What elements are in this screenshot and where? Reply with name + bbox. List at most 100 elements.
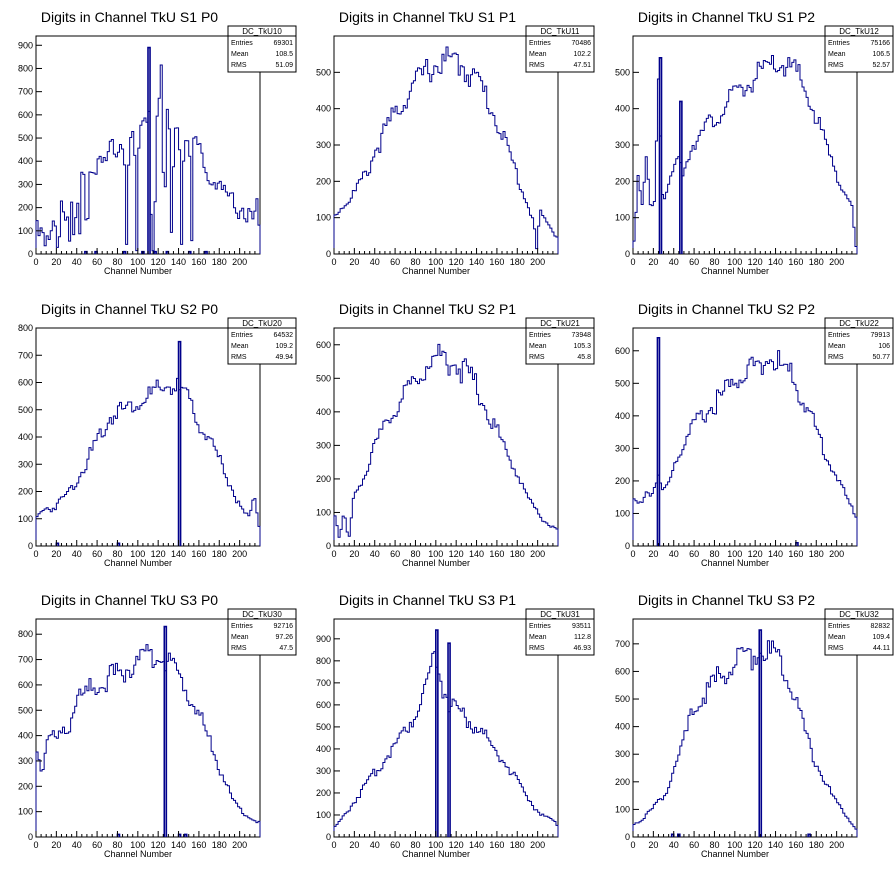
stats-mean-value: 109.4 xyxy=(872,634,890,641)
y-tick-label: 100 xyxy=(316,213,331,223)
y-tick-label: 500 xyxy=(316,722,331,732)
y-tick-label: 300 xyxy=(316,766,331,776)
x-tick-label: 200 xyxy=(530,840,545,850)
y-tick-label: 600 xyxy=(18,378,33,388)
stats-rms-value: 44.11 xyxy=(873,645,890,652)
x-tick-label: 140 xyxy=(768,840,783,850)
y-tick-label: 0 xyxy=(326,249,331,259)
stats-rms-value: 46.93 xyxy=(573,645,591,652)
y-tick-label: 100 xyxy=(316,507,331,517)
stats-rms-value: 47.51 xyxy=(573,62,591,69)
x-axis-label: Channel Number xyxy=(701,558,769,568)
stats-mean-value: 112.8 xyxy=(574,634,591,641)
histogram-spike xyxy=(658,57,663,254)
histogram-pad-8: Digits in Channel TkU S3 P1 0 20 40 60 80 100 1… xyxy=(316,592,595,859)
x-tick-label: 180 xyxy=(510,257,525,267)
stats-name: DC_TkU12 xyxy=(839,27,879,36)
x-tick-label: 200 xyxy=(232,257,247,267)
x-tick-label: 20 xyxy=(349,840,359,850)
x-tick-label: 80 xyxy=(112,549,122,559)
stats-rms-label: RMS xyxy=(529,354,545,361)
stats-mean-label: Mean xyxy=(828,634,846,641)
stats-mean-value: 97.26 xyxy=(275,634,293,641)
chart-title: Digits in Channel TkU S1 P0 xyxy=(41,9,218,25)
x-tick-label: 140 xyxy=(469,549,484,559)
chart-title: Digits in Channel TkU S1 P1 xyxy=(339,9,516,25)
stats-mean-label: Mean xyxy=(828,343,846,350)
y-tick-label: 500 xyxy=(18,705,33,715)
x-tick-label: 200 xyxy=(829,549,844,559)
x-tick-label: 100 xyxy=(727,840,742,850)
x-tick-label: 160 xyxy=(191,840,206,850)
x-tick-label: 180 xyxy=(809,257,824,267)
stats-name: DC_TkU20 xyxy=(242,319,282,328)
x-tick-label: 0 xyxy=(33,840,38,850)
x-tick-label: 200 xyxy=(829,257,844,267)
x-tick-label: 80 xyxy=(112,257,122,267)
histogram-pad-4: Digits in Channel TkU S2 P0 0 20 40 60 80 100 1… xyxy=(18,301,297,568)
stats-mean-label: Mean xyxy=(529,634,547,641)
plot-frame xyxy=(35,618,261,838)
stats-entries-value: 69301 xyxy=(274,40,294,47)
stats-rms-label: RMS xyxy=(231,354,247,361)
y-tick-label: 600 xyxy=(316,340,331,350)
x-tick-label: 120 xyxy=(748,549,763,559)
stats-entries-value: 82832 xyxy=(871,623,891,630)
y-tick-label: 200 xyxy=(18,203,33,213)
x-tick-label: 40 xyxy=(669,840,679,850)
y-tick-label: 500 xyxy=(18,133,33,143)
x-tick-label: 200 xyxy=(232,549,247,559)
x-tick-label: 60 xyxy=(689,840,699,850)
y-tick-label: 200 xyxy=(18,487,33,497)
x-tick-label: 180 xyxy=(212,549,227,559)
y-tick-label: 700 xyxy=(18,87,33,97)
y-tick-label: 0 xyxy=(625,832,630,842)
x-tick-label: 20 xyxy=(51,549,61,559)
histogram-pad-5: Digits in Channel TkU S2 P1 0 20 40 60 80 100 1… xyxy=(316,301,595,568)
stats-rms-label: RMS xyxy=(828,645,844,652)
y-tick-label: 400 xyxy=(316,407,331,417)
x-tick-label: 140 xyxy=(171,840,186,850)
plot-frame xyxy=(632,35,858,255)
histogram-spike xyxy=(435,629,439,837)
x-tick-label: 60 xyxy=(689,549,699,559)
x-tick-label: 60 xyxy=(390,257,400,267)
stats-entries-label: Entries xyxy=(529,40,551,47)
x-tick-label: 60 xyxy=(689,257,699,267)
x-tick-label: 100 xyxy=(130,257,145,267)
x-tick-label: 120 xyxy=(748,257,763,267)
x-tick-label: 80 xyxy=(709,840,719,850)
chart-title: Digits in Channel TkU S1 P2 xyxy=(638,9,815,25)
y-tick-label: 600 xyxy=(615,346,630,356)
x-tick-label: 20 xyxy=(648,257,658,267)
stats-entries-value: 92716 xyxy=(274,623,294,630)
stats-box: DC_TkU11 Entries 70486 Mean 102.2 RMS 47.51 xyxy=(525,25,595,73)
histogram-series xyxy=(632,640,858,837)
y-tick-label: 200 xyxy=(615,176,630,186)
x-tick-label: 160 xyxy=(788,257,803,267)
stats-rms-label: RMS xyxy=(828,354,844,361)
x-axis-label: Channel Number xyxy=(104,558,172,568)
stats-box: DC_TkU22 Entries 79913 Mean 106 RMS 50.77 xyxy=(824,317,894,365)
x-tick-label: 140 xyxy=(469,840,484,850)
y-tick-label: 600 xyxy=(316,700,331,710)
y-tick-label: 400 xyxy=(18,731,33,741)
x-tick-label: 0 xyxy=(331,840,336,850)
x-tick-label: 40 xyxy=(669,257,679,267)
x-tick-label: 100 xyxy=(727,549,742,559)
x-tick-label: 20 xyxy=(51,840,61,850)
plot-frame xyxy=(35,327,261,547)
x-tick-label: 200 xyxy=(530,257,545,267)
histogram-spike xyxy=(679,100,683,254)
stats-entries-value: 70486 xyxy=(572,40,592,47)
stats-name: DC_TkU10 xyxy=(242,27,282,36)
y-tick-label: 700 xyxy=(615,639,630,649)
stats-entries-value: 73948 xyxy=(572,332,592,339)
stats-box: DC_TkU32 Entries 82832 Mean 109.4 RMS 44.11 xyxy=(824,608,894,656)
stats-entries-label: Entries xyxy=(828,332,850,339)
x-tick-label: 40 xyxy=(669,549,679,559)
x-tick-label: 180 xyxy=(809,549,824,559)
stats-entries-label: Entries xyxy=(231,623,253,630)
y-tick-label: 200 xyxy=(615,777,630,787)
